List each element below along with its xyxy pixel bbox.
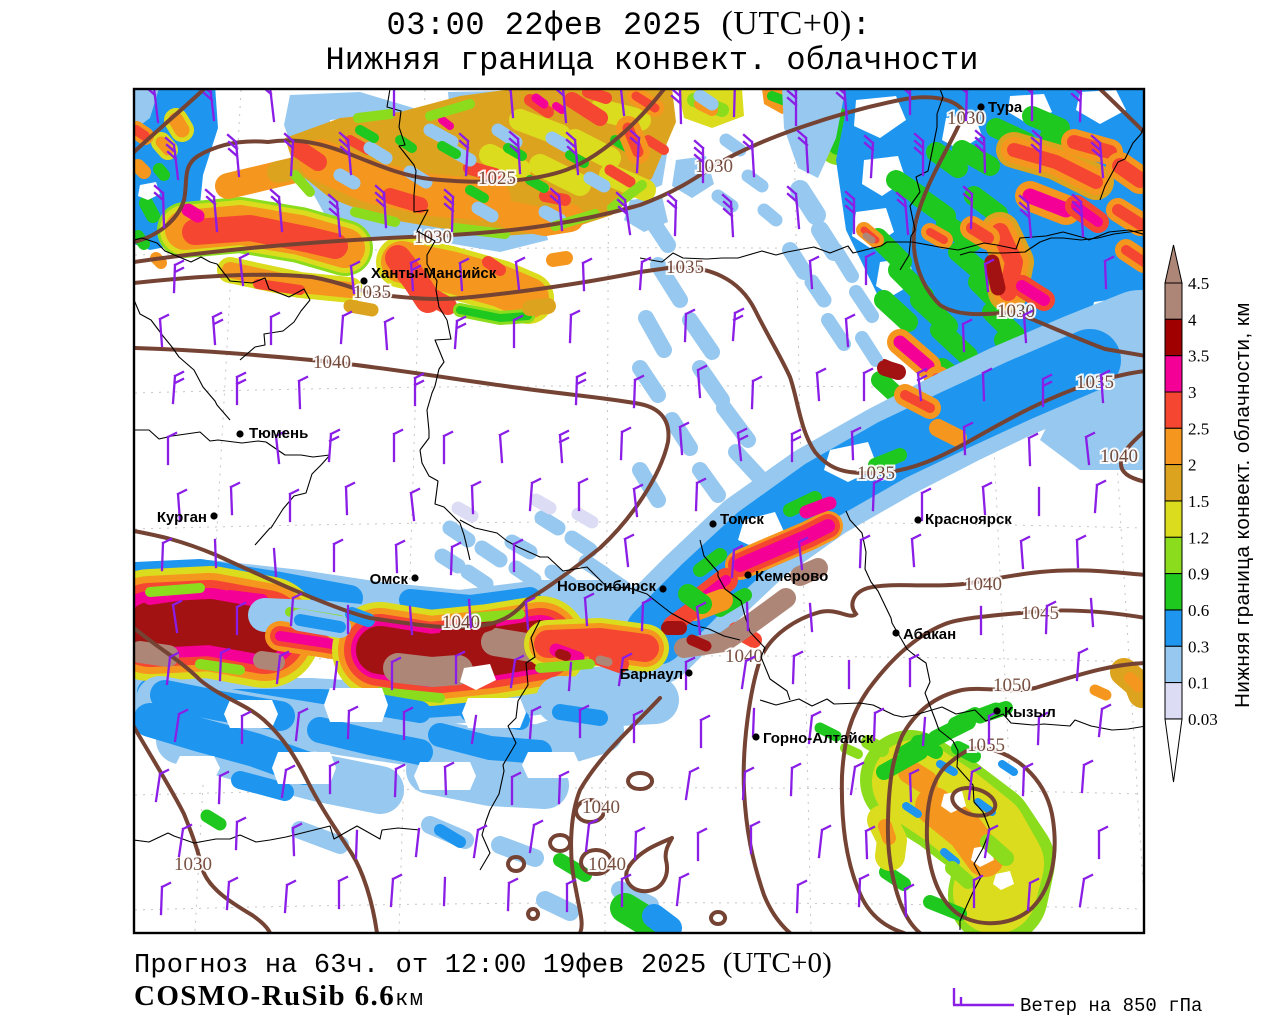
svg-text:4: 4 — [1188, 310, 1197, 329]
svg-text:Прогноз на 63ч. от 12:00 19фев: Прогноз на 63ч. от 12:00 19фев 2025 (UTC… — [134, 947, 832, 981]
svg-text:Томск: Томск — [720, 511, 764, 528]
svg-text:1040: 1040 — [582, 797, 620, 818]
svg-text:2: 2 — [1188, 456, 1197, 475]
svg-text:1040: 1040 — [442, 612, 480, 633]
svg-text:Нижняя граница конвект. облачн: Нижняя граница конвект. облачности — [326, 42, 979, 79]
svg-text:Тура: Тура — [988, 99, 1023, 116]
svg-text:1035: 1035 — [857, 463, 895, 484]
svg-text:1.5: 1.5 — [1188, 492, 1209, 511]
svg-text:1035: 1035 — [1076, 372, 1114, 393]
svg-text:0.6: 0.6 — [1188, 601, 1209, 620]
svg-text:1040: 1040 — [725, 646, 763, 667]
svg-text:1030: 1030 — [414, 227, 452, 248]
svg-text:1040: 1040 — [1100, 446, 1138, 467]
svg-text:2.5: 2.5 — [1188, 419, 1209, 438]
svg-text:Горно-Алтайск: Горно-Алтайск — [763, 730, 874, 747]
svg-text:1045: 1045 — [1021, 603, 1059, 624]
svg-text:1040: 1040 — [313, 352, 351, 373]
svg-text:Барнаул: Барнаул — [620, 666, 683, 683]
svg-text:Ханты-Мансийск: Ханты-Мансийск — [371, 265, 497, 282]
svg-text:3: 3 — [1188, 383, 1197, 402]
svg-text:Абакан: Абакан — [903, 626, 956, 643]
svg-text:0.03: 0.03 — [1188, 710, 1218, 729]
svg-text:Курган: Курган — [157, 509, 207, 526]
svg-text:Кемерово: Кемерово — [755, 568, 828, 585]
svg-text:0.3: 0.3 — [1188, 637, 1209, 656]
svg-text:4.5: 4.5 — [1188, 274, 1209, 293]
svg-text:Тюмень: Тюмень — [249, 425, 308, 442]
svg-text:1050: 1050 — [993, 675, 1031, 696]
svg-text:1035: 1035 — [666, 257, 704, 278]
svg-text:1040: 1040 — [964, 574, 1002, 595]
svg-text:Красноярск: Красноярск — [925, 511, 1012, 528]
svg-text:1.2: 1.2 — [1188, 528, 1209, 547]
svg-text:3.5: 3.5 — [1188, 347, 1209, 366]
svg-text:Нижняя граница конвект. облачн: Нижняя граница конвект. облачности, км — [1231, 302, 1254, 708]
svg-text:1030: 1030 — [174, 854, 212, 875]
svg-text:0.1: 0.1 — [1188, 674, 1209, 693]
svg-text:1035: 1035 — [353, 282, 391, 303]
svg-text:Кызыл: Кызыл — [1004, 704, 1056, 721]
svg-text:Омск: Омск — [370, 571, 409, 588]
svg-text:1025: 1025 — [478, 168, 516, 189]
svg-text:03:00 22фев 2025 (UTC+0):: 03:00 22фев 2025 (UTC+0): — [387, 5, 872, 44]
svg-text:Ветер на 850 гПа: Ветер на 850 гПа — [1020, 995, 1202, 1017]
svg-text:0.9: 0.9 — [1188, 565, 1209, 584]
svg-text:1040: 1040 — [588, 854, 626, 875]
svg-text:1055: 1055 — [967, 735, 1005, 756]
svg-text:COSMO-RuSib 6.6км: COSMO-RuSib 6.6км — [134, 980, 424, 1012]
svg-text:Новосибирск: Новосибирск — [557, 578, 657, 595]
